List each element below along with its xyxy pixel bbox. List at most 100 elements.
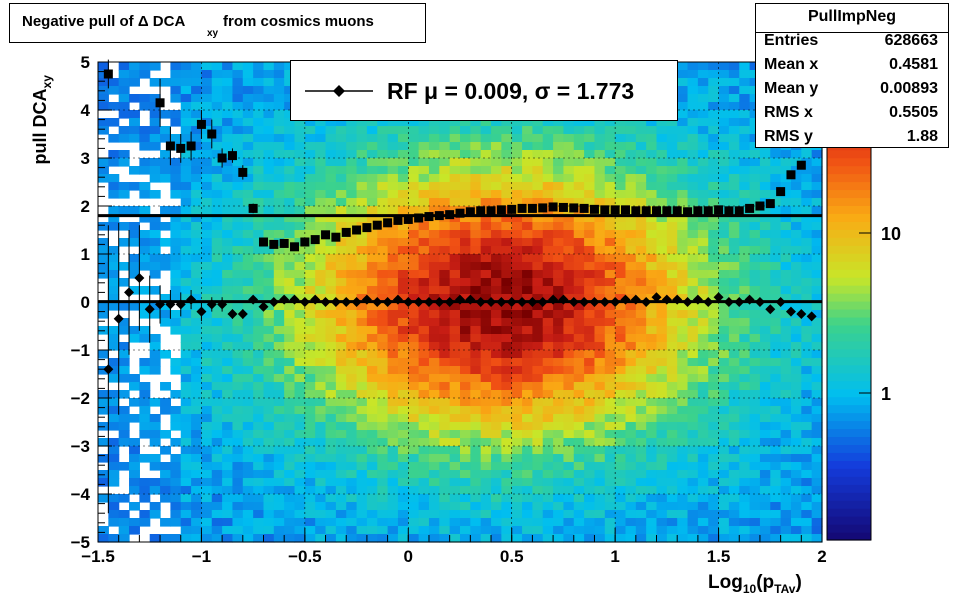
- heatmap-cell: [604, 214, 616, 223]
- heatmap-cell: [335, 294, 347, 303]
- heatmap-cell: [129, 230, 140, 239]
- heatmap-cell: [470, 142, 482, 151]
- heatmap-cell: [584, 478, 596, 487]
- stats-key: RMS y: [764, 128, 813, 145]
- heatmap-cell: [284, 470, 296, 479]
- heatmap-cell: [646, 462, 658, 471]
- heatmap-cell: [811, 470, 823, 479]
- heatmap-cell: [708, 334, 720, 343]
- heatmap-cell: [315, 382, 327, 391]
- heatmap-cell: [211, 446, 223, 455]
- heatmap-cell: [263, 318, 275, 327]
- heatmap-cell: [325, 246, 337, 255]
- heatmap-cell: [501, 166, 513, 175]
- heatmap-cell: [573, 382, 585, 391]
- heatmap-cell: [180, 278, 192, 287]
- heatmap-cell: [408, 350, 420, 359]
- heatmap-cell: [646, 382, 658, 391]
- heatmap-cell: [811, 206, 823, 215]
- heatmap-cell: [811, 222, 823, 231]
- heatmap-cell: [346, 478, 358, 487]
- heatmap-cell: [728, 94, 740, 103]
- heatmap-cell: [242, 158, 254, 167]
- heatmap-cell: [222, 534, 234, 543]
- heatmap-cell: [501, 502, 513, 511]
- heatmap-cell: [553, 246, 565, 255]
- heatmap-cell: [646, 334, 658, 343]
- heatmap-cell: [366, 150, 378, 159]
- heatmap-cell: [191, 526, 203, 535]
- heatmap-cell: [780, 166, 792, 175]
- heatmap-cell: [625, 422, 637, 431]
- heatmap-cell: [263, 342, 275, 351]
- heatmap-cell: [325, 238, 337, 247]
- heatmap-cell: [222, 142, 234, 151]
- heatmap-cell: [418, 318, 430, 327]
- heatmap-cell: [553, 534, 565, 543]
- heatmap-cell: [294, 534, 306, 543]
- heatmap-cell: [139, 166, 151, 175]
- heatmap-cell: [356, 190, 368, 199]
- heatmap-cell: [646, 254, 658, 263]
- heatmap-cell: [811, 302, 823, 311]
- heatmap-cell: [511, 406, 523, 415]
- heatmap-cell: [646, 182, 658, 191]
- heatmap-cell: [584, 198, 596, 207]
- heatmap-cell: [687, 470, 699, 479]
- colorbar-segment: [827, 293, 871, 302]
- heatmap-cell: [418, 502, 430, 511]
- heatmap-cell: [232, 182, 244, 191]
- heatmap-cell: [315, 134, 327, 143]
- heatmap-cell: [180, 222, 192, 231]
- heatmap-cell: [366, 254, 378, 263]
- heatmap-cell: [625, 478, 637, 487]
- heatmap-cell: [697, 526, 709, 535]
- colorbar-tick-label: 1: [881, 384, 891, 404]
- heatmap-cell: [811, 318, 823, 327]
- heatmap-cell: [304, 350, 316, 359]
- heatmap-cell: [749, 406, 761, 415]
- heatmap-cell: [460, 438, 471, 447]
- heatmap-cell: [366, 438, 378, 447]
- heatmap-cell: [191, 398, 203, 407]
- heatmap-cell: [129, 326, 140, 335]
- heatmap-cell: [697, 166, 709, 175]
- heatmap-cell: [728, 166, 740, 175]
- heatmap-cell: [677, 478, 689, 487]
- heatmap-cell: [315, 454, 327, 463]
- heatmap-cell: [191, 390, 203, 399]
- stats-row: Mean y 0.00893: [764, 80, 938, 104]
- heatmap-cell: [728, 414, 740, 423]
- heatmap-cell: [201, 102, 213, 111]
- heatmap-cell: [480, 502, 492, 511]
- heatmap-cell: [180, 446, 192, 455]
- heatmap-cell: [646, 142, 658, 151]
- heatmap-cell: [253, 486, 265, 495]
- heatmap-cell: [553, 422, 565, 431]
- heatmap-cell: [677, 350, 689, 359]
- heatmap-cell: [108, 206, 120, 215]
- colorbar-segment: [827, 452, 871, 461]
- heatmap-cell: [728, 534, 740, 543]
- heatmap-cell: [687, 86, 699, 95]
- heatmap-cell: [356, 470, 368, 479]
- heatmap-cell: [811, 494, 823, 503]
- heatmap-cell: [635, 294, 647, 303]
- heatmap-cell: [439, 158, 451, 167]
- mean-point: [206, 299, 217, 310]
- heatmap-cell: [356, 118, 368, 127]
- heatmap-cell: [501, 230, 513, 239]
- heatmap-cell: [749, 470, 761, 479]
- heatmap-cell: [377, 518, 389, 527]
- heatmap-cell: [635, 350, 647, 359]
- heatmap-cell: [356, 462, 368, 471]
- heatmap-cell: [646, 326, 658, 335]
- heatmap-cell: [346, 350, 358, 359]
- heatmap-cell: [739, 534, 751, 543]
- heatmap-cell: [315, 342, 327, 351]
- heatmap-cell: [697, 414, 709, 423]
- heatmap-cell: [522, 502, 533, 511]
- heatmap-cell: [366, 166, 378, 175]
- heatmap-cell: [408, 302, 420, 311]
- heatmap-cell: [666, 494, 678, 503]
